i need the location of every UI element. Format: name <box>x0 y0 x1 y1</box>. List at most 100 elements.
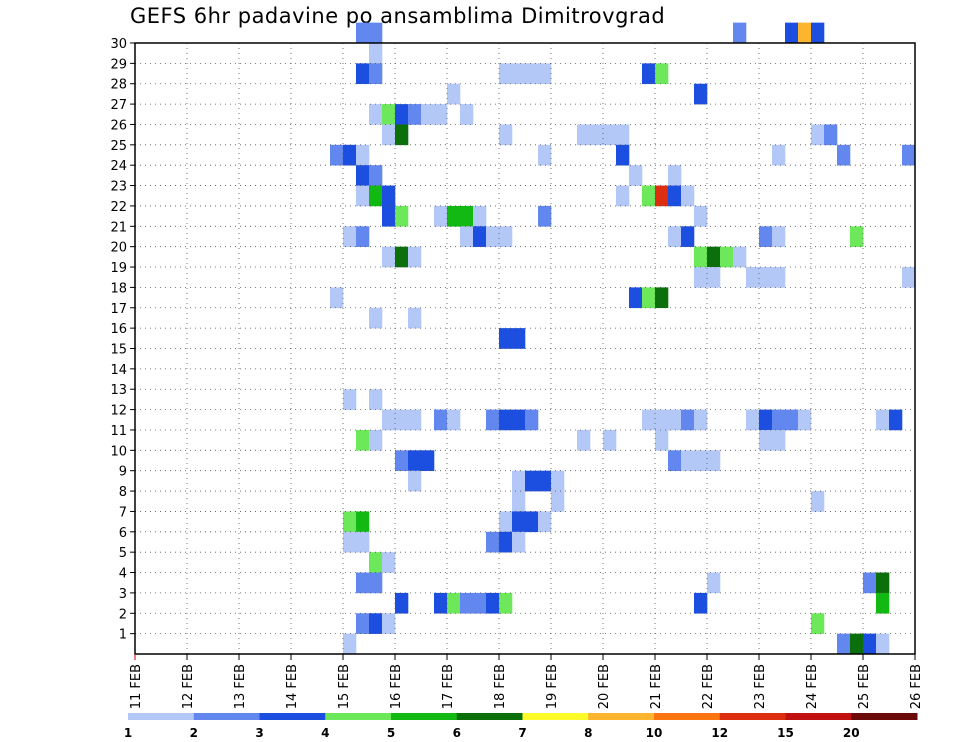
heatmap-cell <box>629 165 643 186</box>
legend-label: 20 <box>843 726 860 740</box>
heatmap-cell <box>720 246 734 268</box>
legend-label: 4 <box>321 726 329 740</box>
heatmap-cell <box>538 63 552 85</box>
heatmap-cell <box>330 287 344 309</box>
y-tick-label: 23 <box>110 180 127 195</box>
heatmap-cell <box>356 185 370 207</box>
heatmap-cell <box>512 491 526 512</box>
heatmap-cell <box>694 592 708 614</box>
heatmap-cell <box>538 470 552 492</box>
heatmap-cell <box>512 511 526 533</box>
heatmap-cell <box>681 185 695 207</box>
y-tick-label: 11 <box>110 424 127 439</box>
heatmap-cell <box>668 226 682 247</box>
heatmap-cell <box>876 572 890 594</box>
heatmap-cell <box>694 267 708 288</box>
heatmap-cell <box>811 124 825 146</box>
legend-swatch <box>719 713 786 720</box>
heatmap-cell <box>369 185 383 207</box>
heatmap-cell <box>382 409 396 431</box>
heatmap-cell <box>512 409 526 431</box>
heatmap-cell <box>499 592 513 614</box>
heatmap-cell <box>382 205 396 227</box>
heatmap-cell <box>512 470 526 492</box>
heatmap-cell <box>499 124 513 146</box>
heatmap-cell <box>473 226 487 247</box>
heatmap-cell <box>460 205 474 227</box>
heatmap-cell <box>408 246 422 268</box>
heatmap-cell <box>694 246 708 268</box>
x-tick-label: 26 FEB <box>909 664 924 709</box>
heatmap-cell <box>382 124 396 146</box>
heatmap-cell <box>447 205 461 227</box>
heatmap-cell <box>499 409 513 431</box>
heatmap-cell <box>668 165 682 186</box>
y-tick-label: 19 <box>110 261 127 276</box>
heatmap-cell <box>395 205 409 227</box>
heatmap-cell <box>330 144 344 166</box>
heatmap-cell <box>369 104 383 125</box>
heatmap-cell <box>785 409 799 431</box>
heatmap-cell <box>421 104 435 125</box>
heatmap-cell <box>707 246 721 268</box>
legend-swatch <box>785 713 852 720</box>
heatmap-cell <box>798 409 812 431</box>
heatmap-cell <box>369 43 383 64</box>
heatmap-cell <box>538 144 552 166</box>
heatmap-cell <box>681 409 695 431</box>
heatmap-cell <box>525 511 539 533</box>
heatmap-cell <box>551 491 565 512</box>
legend-label: 6 <box>453 726 461 740</box>
heatmap-cell <box>421 450 435 471</box>
heatmap-cell <box>811 613 825 634</box>
heatmap-cell <box>408 307 422 329</box>
heatmap-cell <box>681 450 695 471</box>
heatmap-cell <box>343 511 357 533</box>
heatmap-cell <box>486 592 500 614</box>
heatmap-cell <box>343 389 357 410</box>
heatmap-cell <box>473 205 487 227</box>
heatmap-cell <box>382 613 396 634</box>
x-tick-label: 23 FEB <box>753 664 768 709</box>
legend-label: 3 <box>255 726 263 740</box>
heatmap-cell <box>395 246 409 268</box>
heatmap-cell <box>603 124 617 146</box>
y-tick-label: 13 <box>110 383 127 398</box>
legend-swatch <box>128 713 195 720</box>
heatmap-cell <box>473 592 487 614</box>
heatmap-cell <box>642 185 656 207</box>
heatmap-cell <box>785 22 799 44</box>
heatmap-cell <box>512 63 526 85</box>
x-tick-label: 20 FEB <box>597 664 612 709</box>
legend-swatch <box>193 713 260 720</box>
legend-swatch <box>325 713 392 720</box>
y-tick-label: 30 <box>110 37 127 52</box>
y-tick-label: 25 <box>110 139 127 154</box>
heatmap-cell <box>499 226 513 247</box>
heatmap-cell <box>525 409 539 431</box>
y-tick-label: 10 <box>110 444 127 459</box>
heatmap-cell <box>356 144 370 166</box>
heatmap-cell <box>356 613 370 634</box>
y-tick-label: 6 <box>119 526 127 541</box>
y-tick-label: 20 <box>110 241 127 256</box>
heatmap-cell <box>772 409 786 431</box>
heatmap-cell <box>642 409 656 431</box>
legend-label: 7 <box>518 726 526 740</box>
heatmap-cell <box>811 22 825 44</box>
heatmap-cell <box>681 226 695 247</box>
heatmap-cell <box>447 409 461 431</box>
heatmap-cell <box>655 409 669 431</box>
y-tick-label: 2 <box>119 607 127 622</box>
heatmap-cell <box>369 429 383 451</box>
heatmap-cell <box>499 328 513 349</box>
y-tick-label: 1 <box>119 628 127 643</box>
heatmap-cell <box>772 267 786 288</box>
heatmap-cell <box>629 287 643 309</box>
heatmap-cell <box>408 470 422 492</box>
heatmap-cell <box>395 409 409 431</box>
heatmap-cell <box>902 267 916 288</box>
heatmap-cell <box>655 287 669 309</box>
heatmap-cell <box>499 63 513 85</box>
heatmap-cell <box>759 409 773 431</box>
